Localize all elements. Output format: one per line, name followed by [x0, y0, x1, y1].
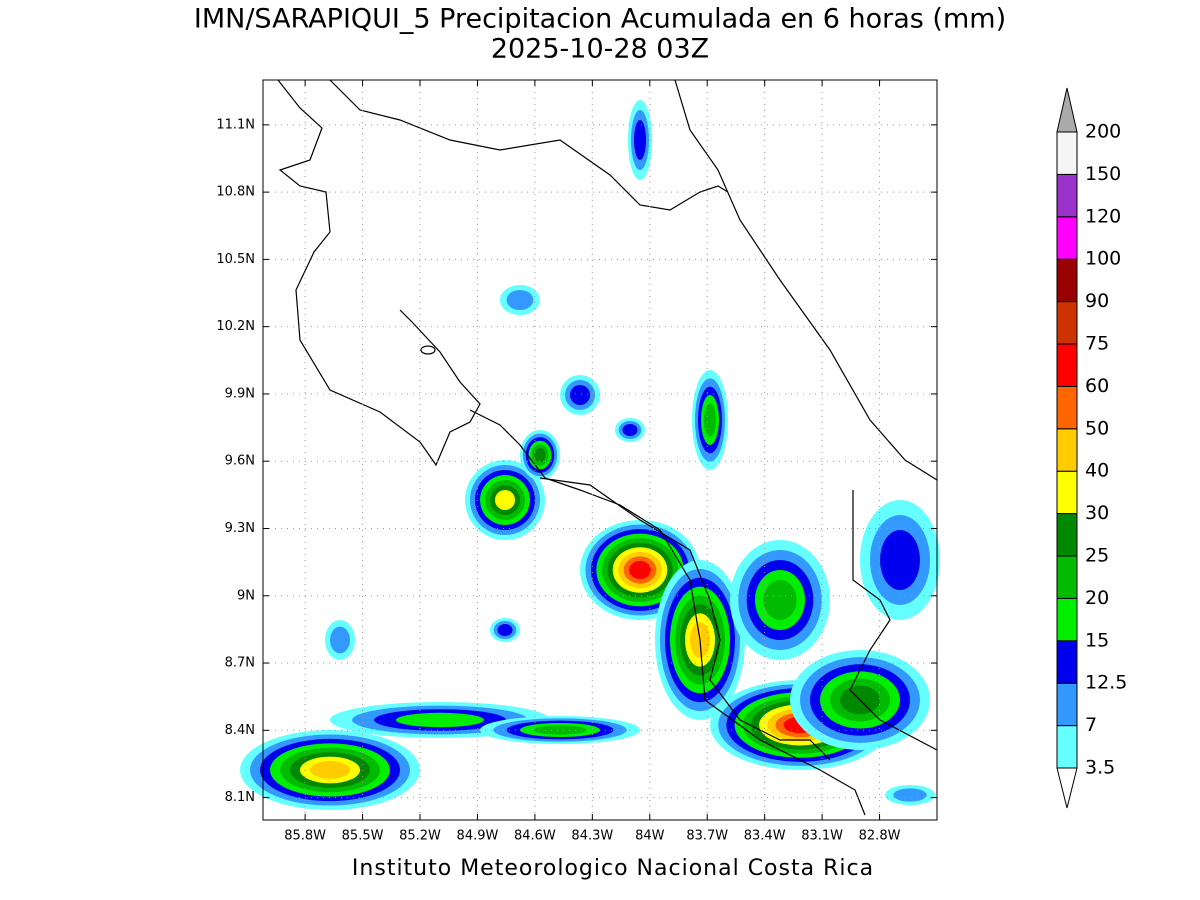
- colorbar: 3.5 7 12.5 15 20 25 30 40 50 60 75 90 100 120 150 200: [1056, 87, 1127, 809]
- rain-cell: [622, 424, 638, 436]
- colorbar-label: 7: [1085, 714, 1097, 736]
- y-tick-label: 10.5N: [216, 252, 255, 267]
- colorbar-box: [1056, 725, 1078, 769]
- border: [539, 477, 831, 761]
- rain-cell: [497, 624, 513, 636]
- colorbar-label: 15: [1085, 629, 1109, 651]
- y-tick-label: 9.6N: [225, 454, 255, 469]
- subtitle: 2025-10-28 03Z: [491, 34, 709, 65]
- rain-cell: [506, 290, 534, 310]
- colorbar-label: 30: [1085, 502, 1109, 524]
- y-tick-label: 8.4N: [225, 723, 255, 738]
- colorbar-box: [1056, 428, 1078, 472]
- y-tick-label: 8.1N: [225, 790, 255, 805]
- rain-cell: [533, 725, 587, 735]
- colorbar-box: [1056, 513, 1078, 557]
- rain-cell: [495, 490, 515, 510]
- x-tick-label: 84W: [635, 829, 665, 844]
- coastline: [277, 79, 481, 467]
- colorbar-box: [1056, 216, 1078, 260]
- colorbar-over: [1056, 87, 1078, 133]
- rain-cell: [634, 120, 646, 160]
- y-tick-label: 9N: [237, 588, 255, 603]
- colorbar-label: 50: [1085, 417, 1109, 439]
- colorbar-label: 90: [1085, 290, 1109, 312]
- x-tick-label: 83.1W: [801, 829, 843, 844]
- x-tick-label: 83.7W: [686, 829, 728, 844]
- rain-cell: [880, 530, 920, 590]
- x-tick-label: 84.9W: [457, 829, 499, 844]
- colorbar-box: [1056, 343, 1078, 387]
- x-tick-label: 83.4W: [744, 829, 786, 844]
- rain-cell: [570, 385, 590, 405]
- coastlines: [277, 79, 938, 816]
- y-tick-label: 9.9N: [225, 386, 255, 401]
- rain-cell: [330, 626, 350, 654]
- colorbar-label: 120: [1085, 205, 1121, 227]
- border: [849, 490, 938, 751]
- colorbar-box: [1056, 301, 1078, 345]
- x-tick-label: 82.8W: [859, 829, 901, 844]
- title: IMN/SARAPIQUI_5 Precipitacion Acumulada …: [194, 4, 1006, 35]
- colorbar-label: 3.5: [1085, 757, 1115, 779]
- y-tick-label: 11.1N: [216, 117, 255, 132]
- colorbar-label: 60: [1085, 375, 1109, 397]
- colorbar-label: 100: [1085, 248, 1121, 270]
- colorbar-label: 20: [1085, 587, 1109, 609]
- colorbar-box: [1056, 640, 1078, 684]
- footer: Instituto Meteorologico Nacional Costa R…: [352, 856, 874, 881]
- colorbar-box: [1056, 555, 1078, 599]
- y-tick-label: 9.3N: [225, 521, 255, 536]
- colorbar-box: [1056, 597, 1078, 642]
- coastline: [469, 409, 866, 816]
- rain-cell: [763, 580, 797, 620]
- x-tick-label: 85.2W: [399, 829, 441, 844]
- x-tick-label: 84.6W: [514, 829, 556, 844]
- y-tick-label: 10.8N: [216, 185, 255, 200]
- colorbar-box: [1056, 470, 1078, 515]
- rain-cell: [396, 712, 484, 728]
- x-tick-label: 85.8W: [284, 829, 326, 844]
- colorbar-under: [1056, 767, 1078, 809]
- rain-cell: [629, 560, 651, 580]
- colorbar-label: 150: [1085, 163, 1121, 185]
- colorbar-box: [1056, 131, 1078, 175]
- grid: [263, 80, 937, 820]
- y-tick-label: 8.7N: [225, 656, 255, 671]
- colorbar-box: [1056, 385, 1078, 430]
- colorbar-label: 200: [1085, 121, 1121, 143]
- colorbar-box: [1056, 173, 1078, 218]
- colorbar-label: 75: [1085, 333, 1109, 355]
- colorbar-label: 25: [1085, 545, 1109, 567]
- colorbar-box: [1056, 258, 1078, 303]
- colorbar-label: 12.5: [1085, 672, 1127, 694]
- island: [420, 345, 436, 355]
- lake-shore: [329, 79, 729, 211]
- y-tick-label: 10.2N: [216, 319, 255, 334]
- map-frame: [262, 79, 938, 821]
- colorbar-label: 40: [1085, 460, 1109, 482]
- axes: 85.8W 85.5W 85.2W 84.9W 84.6W 84.3W 84W 83.7W 83…: [216, 80, 937, 844]
- x-tick-label: 84.3W: [571, 829, 613, 844]
- rain-cell: [310, 761, 350, 779]
- rain-cell: [893, 788, 927, 802]
- rain-cell: [534, 447, 546, 463]
- rain-cell: [704, 403, 716, 437]
- colorbar-box: [1056, 682, 1078, 727]
- precipitation-field: [240, 100, 940, 810]
- x-tick-label: 85.5W: [342, 829, 384, 844]
- coastline: [674, 79, 938, 481]
